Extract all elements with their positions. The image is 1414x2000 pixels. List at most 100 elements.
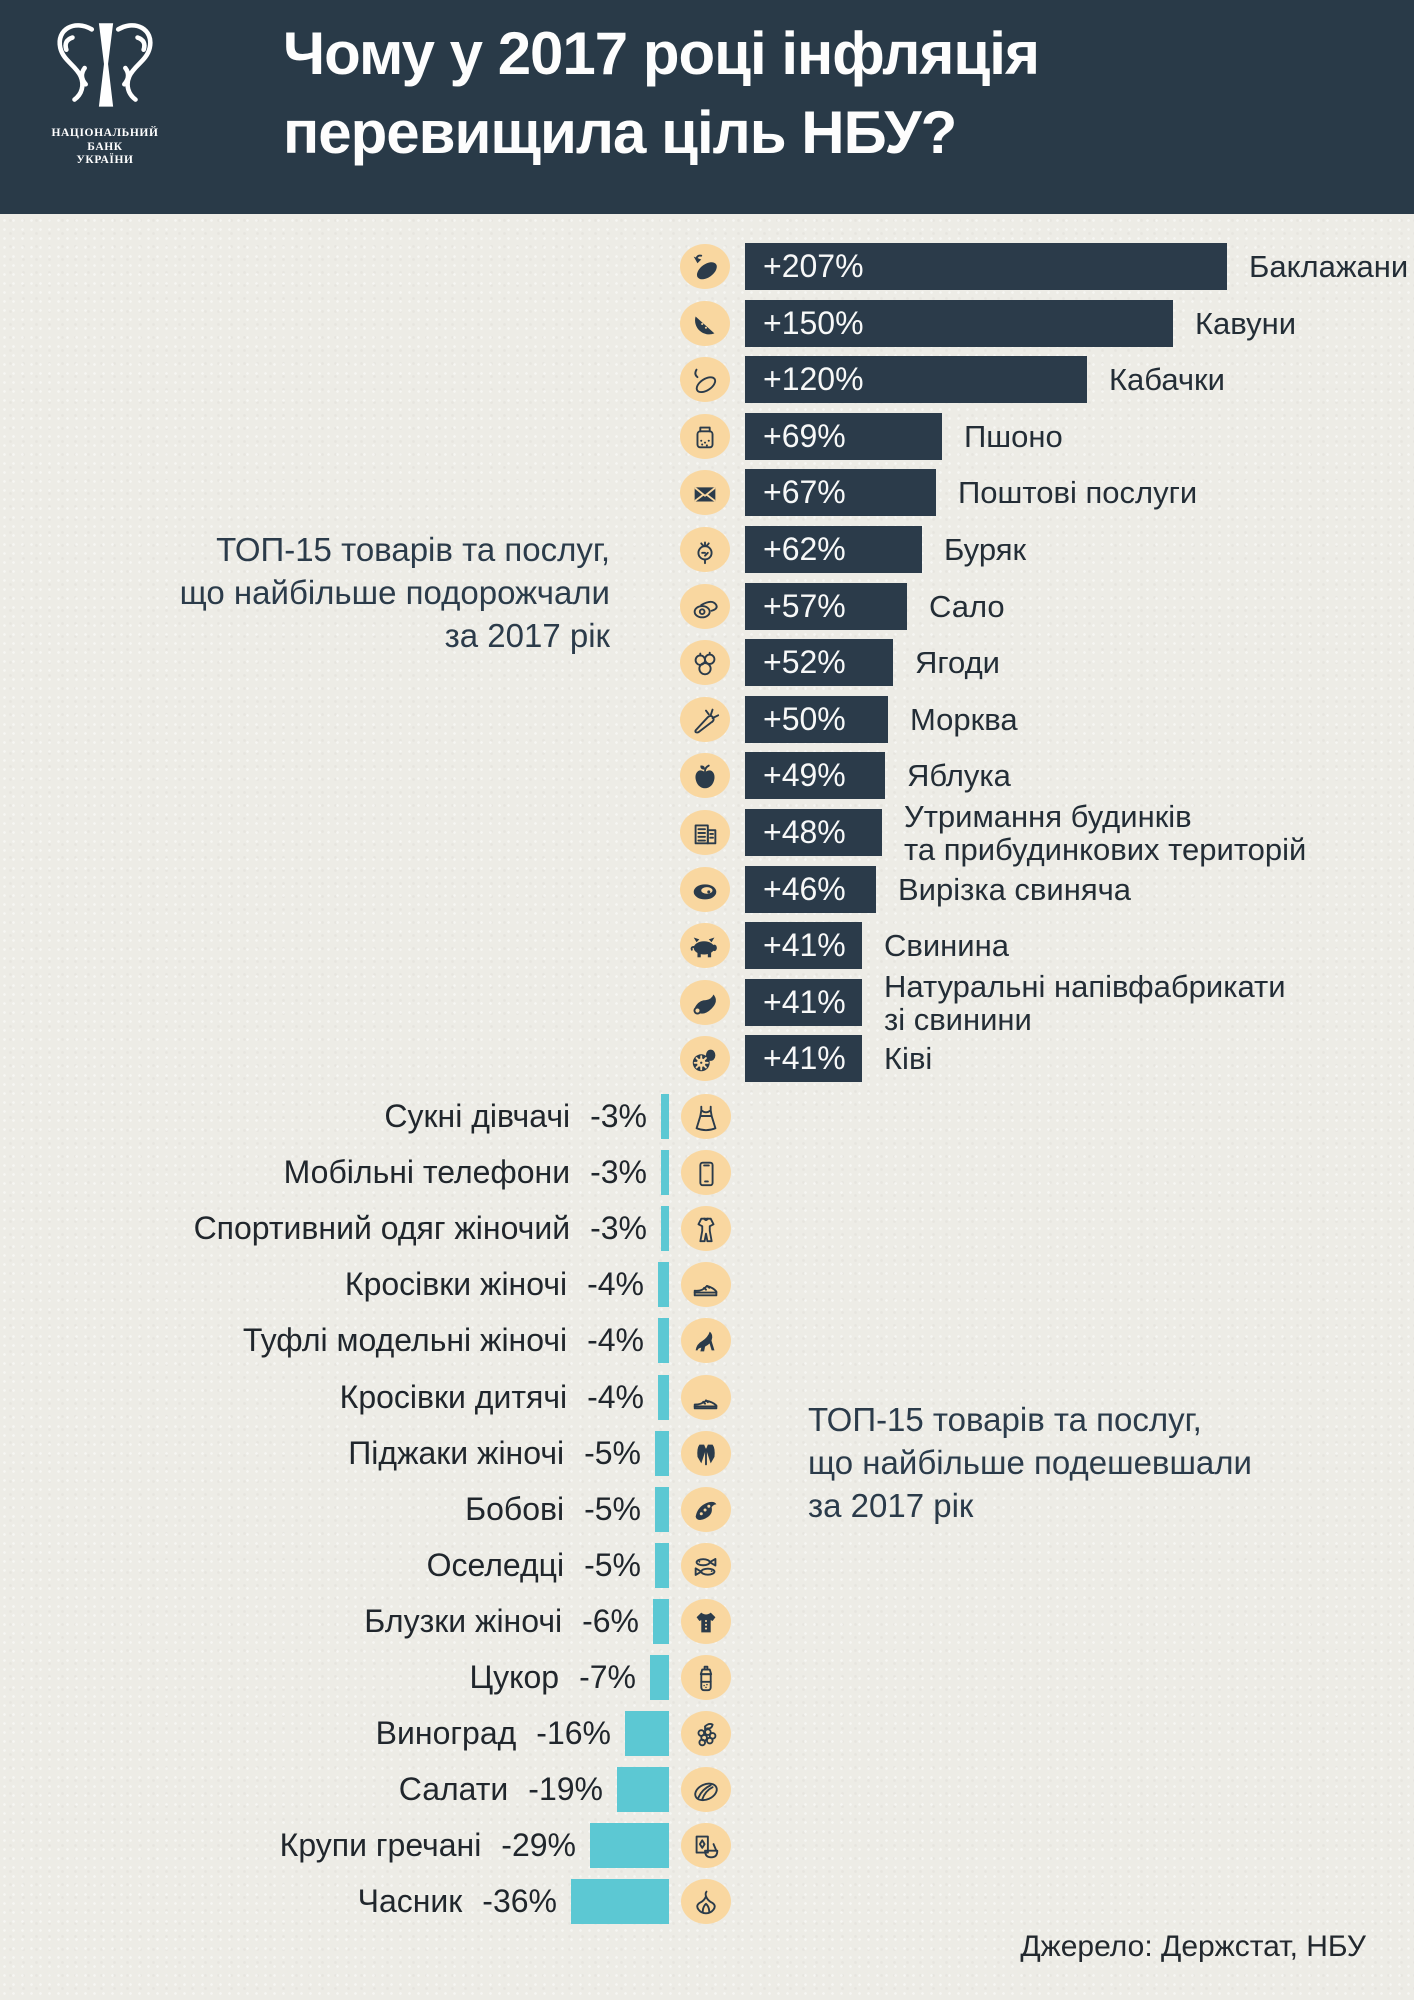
nbu-emblem-icon [57,23,153,107]
ham-icon [680,980,730,1025]
kiwi-icon [680,1036,730,1081]
bar-label: Ягоди [915,645,1000,680]
bar-value: +46% [763,871,846,907]
increase-bar: +49% [745,752,885,799]
source-note: Джерело: Держстат, НБУ [1020,1930,1366,1963]
bar-label: Туфлі модельні жіночі [242,1322,568,1358]
increase-bar: +69% [745,413,942,460]
decrease-row: Цукор -7% [0,1654,1414,1701]
decrease-bar [658,1262,669,1307]
decrease-bar [655,1543,669,1588]
decrease-bar [650,1655,669,1700]
bar-value: -4% [587,1322,644,1358]
bar-label: Салати [398,1771,509,1807]
bar-value: -29% [501,1827,576,1863]
zucchini-icon [680,357,730,402]
salo-icon [680,584,730,629]
bar-label: Кавуни [1195,306,1297,341]
increase-row: +120% Кабачки [680,356,1225,403]
increase-row: +62% Буряк [680,526,1026,573]
bar-label: Свинина [884,928,1009,963]
carrot-icon [680,697,730,742]
bar-label: Яблука [907,758,1011,793]
berries-icon [680,640,730,685]
decrease-row: Туфлі модельні жіночі -4% [0,1317,1414,1364]
bar-value: -16% [536,1715,611,1751]
bar-value: -4% [587,1379,644,1415]
increase-row: +41% Натуральні напівфабрикати зі свинини [680,970,1286,1036]
decrease-bar [661,1150,669,1195]
garlic-icon [681,1879,731,1924]
decrease-row: Блузки жіночі -6% [0,1598,1414,1645]
decrease-row: Піджаки жіночі -5% [0,1430,1414,1477]
sugar-icon [681,1655,731,1700]
increase-section-label: ТОП-15 товарів та послуг, що найбільше п… [179,531,610,654]
decrease-bar [571,1879,669,1924]
bar-value: +150% [763,305,864,341]
bar-label: Кабачки [1109,362,1225,397]
bar-label: Піджаки жіночі [348,1435,565,1471]
bar-label: Кросівки дитячі [339,1379,568,1415]
increase-row: +48% Утримання будинків та прибудинкових … [680,800,1306,866]
bar-label: Буряк [944,532,1027,567]
bar-label: Оселедці [426,1547,565,1583]
bar-label: Цукор [469,1659,560,1695]
bar-label: Баклажани [1249,249,1409,284]
decrease-bar [655,1431,669,1476]
decrease-bar [661,1206,669,1251]
increase-row: +50% Морква [680,696,1018,743]
bar-label: Мобільні телефони [283,1154,571,1190]
bar-value: +52% [763,644,846,680]
decrease-row: Виноград -16% [0,1710,1414,1757]
decrease-row: Мобільні телефони -3% [0,1149,1414,1196]
decrease-bar [617,1767,669,1812]
bar-value: -19% [528,1771,603,1807]
increase-bar: +62% [745,526,922,573]
building-icon [680,810,730,855]
apple-icon [680,753,730,798]
decrease-row: Часник -36% [0,1878,1414,1925]
logo-line-1: НАЦІОНАЛЬНИЙ [51,127,159,139]
bar-value: +207% [763,248,864,284]
increase-bar: +150% [745,300,1173,347]
bar-label: Часник [357,1883,463,1919]
bar-value: +48% [763,814,846,850]
increase-row: +41% Ківі [680,1035,932,1082]
bar-value: -4% [587,1266,644,1302]
steak-icon [680,867,730,912]
bar-label: Ківі [884,1041,933,1076]
bar-value: -5% [584,1491,641,1527]
decrease-bar [625,1711,669,1756]
beet-icon [680,527,730,572]
millet-jar-icon [680,414,730,459]
blazer-icon [681,1431,731,1476]
bar-value: -5% [584,1435,641,1471]
sportswear-icon [681,1206,731,1251]
decrease-row: Сукні дівчачі -3% [0,1093,1414,1140]
bar-value: +57% [763,588,846,624]
increase-row: +46% Вирізка свиняча [680,866,1131,913]
header: НАЦІОНАЛЬНИЙ БАНК УКРАЇНИ Чому у 2017 ро… [0,0,1414,214]
bar-label: Натуральні напівфабрикати зі свинини [884,968,1286,1037]
increase-bar: +57% [745,583,907,630]
bar-value: +41% [763,927,846,963]
high-heel-icon [681,1318,731,1363]
decrease-bar [590,1823,669,1868]
bar-value: +49% [763,757,846,793]
bar-value: +50% [763,701,846,737]
dress-icon [681,1094,731,1139]
decrease-row: Крупи гречані -29% [0,1822,1414,1869]
increase-bar: +50% [745,696,888,743]
bar-value: +120% [763,361,864,397]
bar-value: -6% [582,1603,639,1639]
bar-value: -5% [584,1547,641,1583]
herring-icon [681,1543,731,1588]
bar-label: Пшоно [964,419,1063,454]
bar-value: +69% [763,418,846,454]
bar-value: +41% [763,1040,846,1076]
page-title-line-2: перевищила ціль НБУ? [283,99,957,166]
decrease-bar [661,1094,669,1139]
decrease-section-label: ТОП-15 товарів та послуг, що найбільше п… [808,1401,1252,1524]
increase-bar: +41% [745,1035,862,1082]
blouse-icon [681,1599,731,1644]
